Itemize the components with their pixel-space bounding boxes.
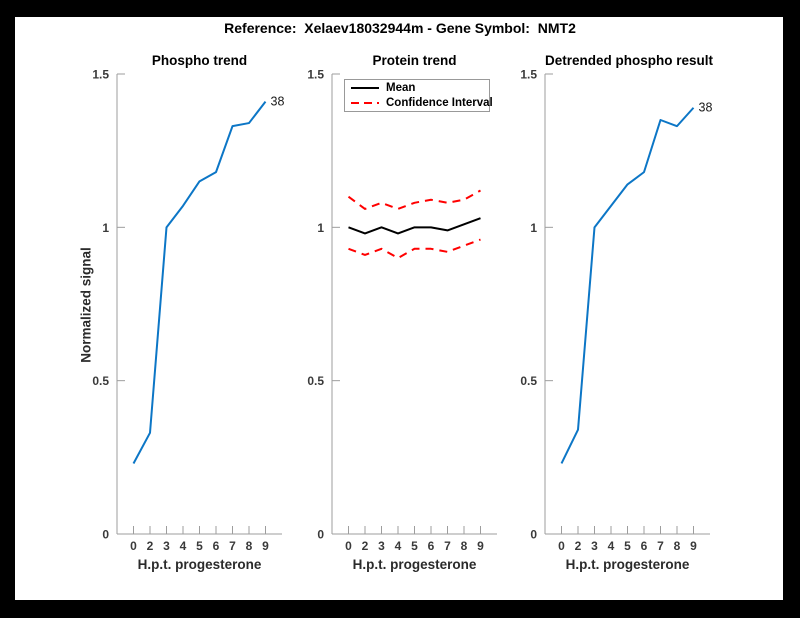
svg-text:6: 6 [641, 539, 648, 553]
svg-text:0: 0 [102, 528, 109, 542]
figure-title: Reference: Xelaev18032944m - Gene Symbol… [224, 20, 576, 36]
svg-text:4: 4 [608, 539, 615, 553]
svg-text:4: 4 [180, 539, 187, 553]
svg-text:7: 7 [657, 539, 664, 553]
svg-text:1: 1 [530, 221, 537, 235]
svg-text:2: 2 [362, 539, 369, 553]
svg-text:38: 38 [699, 101, 713, 115]
x-axis-label-3: H.p.t. progesterone [565, 557, 690, 572]
svg-text:2: 2 [147, 539, 154, 553]
svg-text:9: 9 [690, 539, 697, 553]
svg-text:3: 3 [378, 539, 385, 553]
svg-text:0: 0 [317, 528, 324, 542]
confidence-interval-line-swatch [351, 101, 379, 104]
legend-label-confidence-interval: Confidence Interval [386, 96, 493, 109]
svg-text:9: 9 [477, 539, 484, 553]
svg-text:5: 5 [624, 539, 631, 553]
svg-text:9: 9 [262, 539, 269, 553]
svg-text:1.5: 1.5 [520, 68, 537, 82]
subplot-title-phospho-trend: Phospho trend [151, 53, 248, 68]
svg-text:38: 38 [271, 95, 285, 109]
legend-item-mean: Mean [351, 82, 489, 95]
protein-trend-plot: 00.511.50 2 3 4 5 6 7 8 9 [307, 68, 497, 553]
detrended-phospho-plot: 00.511.50 2 3 4 5 6 7 8 938 [520, 68, 713, 554]
legend: Mean Confidence Interval [344, 79, 493, 112]
svg-text:0.5: 0.5 [92, 374, 109, 388]
figure-background [15, 17, 783, 600]
x-axis-label-2: H.p.t. progesterone [352, 557, 477, 572]
svg-text:0: 0 [558, 539, 565, 553]
svg-text:8: 8 [674, 539, 681, 553]
legend-label-mean: Mean [386, 82, 416, 95]
svg-text:1: 1 [102, 221, 109, 235]
svg-text:6: 6 [213, 539, 220, 553]
svg-text:3: 3 [163, 539, 170, 553]
svg-text:1.5: 1.5 [92, 68, 109, 82]
svg-text:5: 5 [196, 539, 203, 553]
svg-text:7: 7 [444, 539, 451, 553]
y-axis-label: Normalized signal [78, 247, 94, 363]
subplot-title-protein-trend: Protein trend [372, 53, 457, 68]
svg-text:2: 2 [575, 539, 582, 553]
phospho-trend-plot: 00.511.50 2 3 4 5 6 7 8 938 [92, 68, 285, 554]
svg-text:8: 8 [246, 539, 253, 553]
x-axis-label-1: H.p.t. progesterone [137, 557, 262, 572]
svg-text:0.5: 0.5 [307, 374, 324, 388]
legend-item-confidence-interval: Confidence Interval [351, 96, 493, 109]
svg-text:0: 0 [130, 539, 137, 553]
mean-line-swatch [351, 87, 379, 90]
svg-text:0: 0 [530, 528, 537, 542]
svg-text:0.5: 0.5 [520, 374, 537, 388]
svg-text:1: 1 [317, 221, 324, 235]
svg-text:7: 7 [229, 539, 236, 553]
svg-text:3: 3 [591, 539, 598, 553]
subplot-title-detrended-phospho: Detrended phospho result [545, 53, 714, 68]
svg-text:4: 4 [395, 539, 402, 553]
svg-text:5: 5 [411, 539, 418, 553]
svg-text:0: 0 [345, 539, 352, 553]
svg-text:1.5: 1.5 [307, 68, 324, 82]
svg-text:6: 6 [428, 539, 435, 553]
svg-text:8: 8 [461, 539, 468, 553]
